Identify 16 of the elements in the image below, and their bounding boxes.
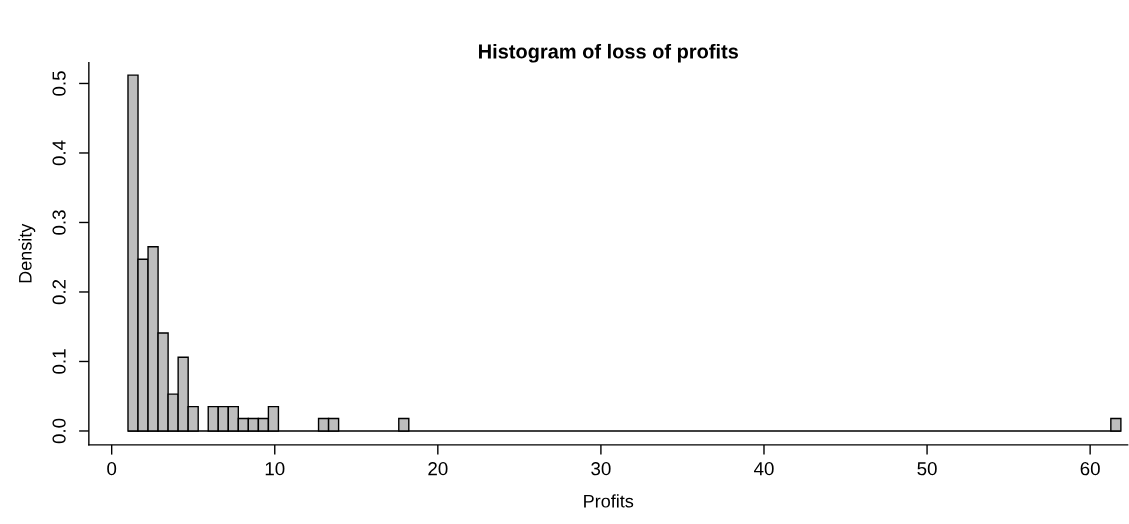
x-tick-label: 10 [265,462,285,476]
x-tick-label: 20 [428,462,448,476]
y-tick-label: 0.5 [52,71,66,96]
x-axis-title: Profits [584,494,634,508]
y-tick-label: 0.1 [52,349,66,374]
x-tick-label: 50 [917,462,937,476]
y-tick-label: 0.0 [52,418,66,444]
y-axis-title: Density [18,223,36,283]
x-tick-label: 30 [591,462,611,476]
y-tick-label: 0.4 [52,140,66,166]
chart-title: Histogram of loss of profits [479,43,738,63]
y-tick-label: 0.3 [52,210,66,235]
y-tick-label: 0.2 [52,279,66,305]
x-tick-label: 0 [107,462,117,476]
x-tick-label: 60 [1080,462,1100,476]
x-tick-label: 40 [753,462,774,476]
